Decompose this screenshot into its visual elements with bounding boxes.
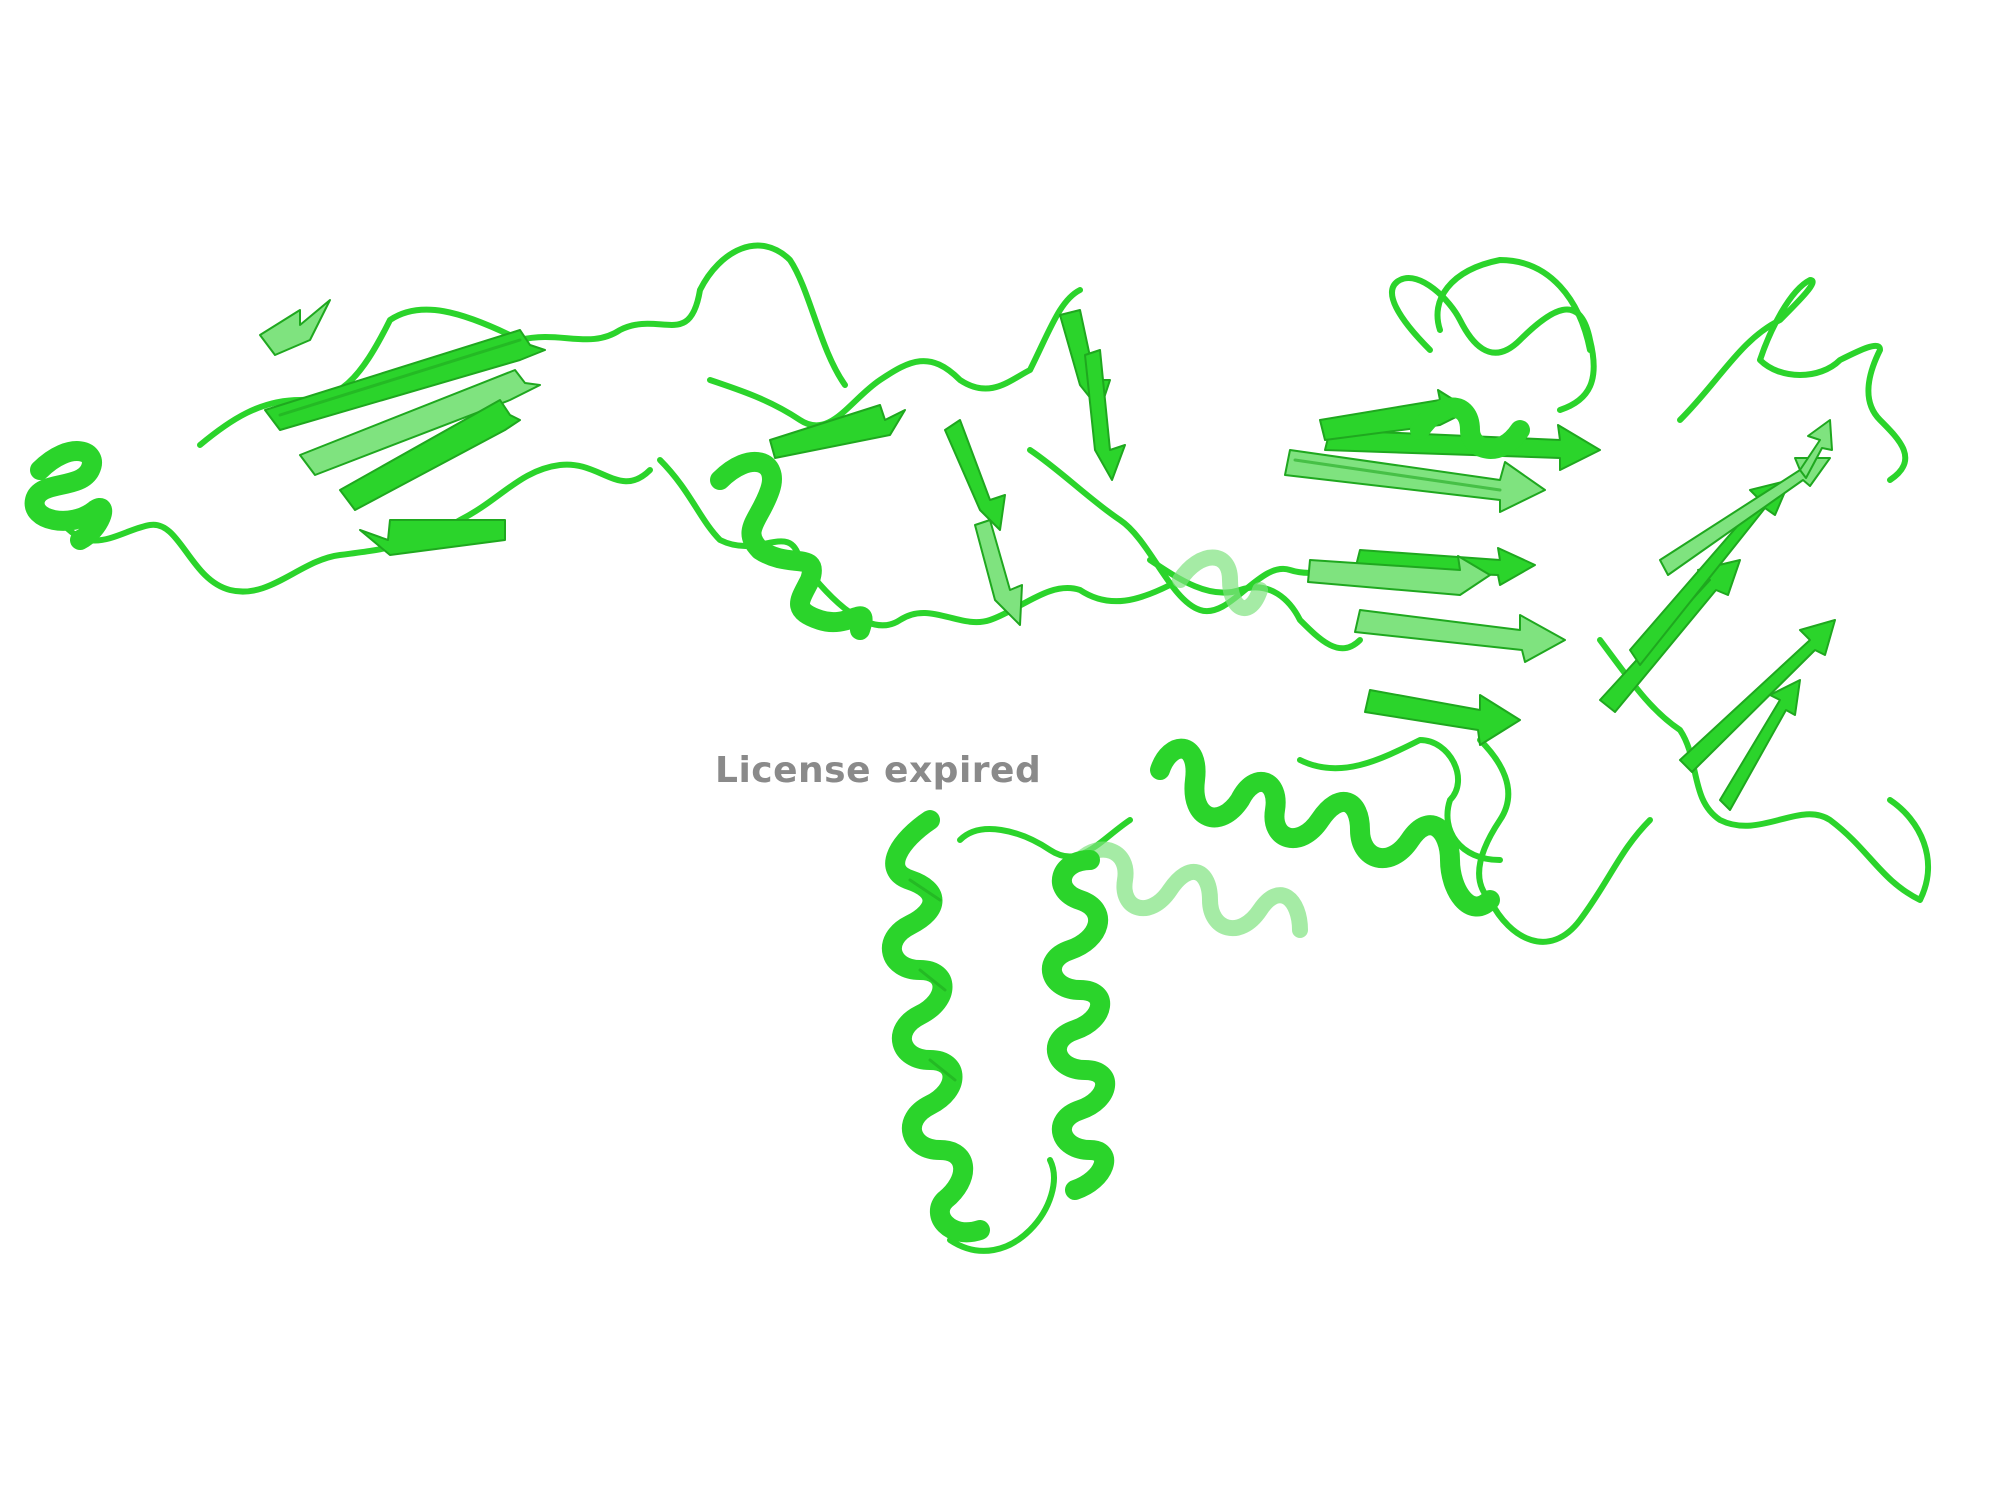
beta-strand-mid-1 xyxy=(769,404,906,459)
beta-strand-far-5 xyxy=(1719,679,1801,811)
highlight-strand-right xyxy=(1293,458,1502,492)
beta-strand-left-4 xyxy=(359,519,506,556)
helix-bundle-faint xyxy=(1072,841,1308,938)
beta-strand-right-2 xyxy=(1324,424,1601,471)
beta-strands xyxy=(259,299,1836,811)
loop-lower-bundle xyxy=(957,817,1133,860)
helix-bundle-vertical-left xyxy=(881,810,990,1243)
beta-strand-left-5 xyxy=(259,299,331,356)
loop-mid-lower xyxy=(657,457,1173,629)
beta-strand-mid-3 xyxy=(974,519,1023,626)
alpha-helices xyxy=(24,397,1530,1243)
beta-strand-left-3 xyxy=(339,399,521,511)
loop-right-lower xyxy=(1476,737,1653,945)
loop-far-right xyxy=(1677,277,1909,483)
helix-left-center xyxy=(710,452,873,640)
beta-strand-far-2 xyxy=(1629,479,1791,666)
helix-right-small xyxy=(1410,397,1530,459)
beta-strand-far-1 xyxy=(1599,559,1741,713)
license-expired-watermark: License expired xyxy=(715,750,1042,791)
helix-bundle-horizontal xyxy=(1150,738,1500,917)
helix-mid-faint xyxy=(1172,549,1268,616)
beta-strand-right-4 xyxy=(1354,609,1566,663)
loop-bottom xyxy=(947,1157,1057,1254)
ribbon-highlights xyxy=(278,338,1502,1082)
beta-strand-right-1 xyxy=(1284,449,1546,513)
loop-mid-top xyxy=(707,287,1083,429)
loop-right-top2 xyxy=(1434,257,1593,353)
helix-bundle-vertical-right xyxy=(1041,850,1115,1200)
loop-center-cross xyxy=(1147,557,1363,652)
highlight-strand-left xyxy=(278,338,522,417)
beta-strand-far-6 xyxy=(1799,419,1833,479)
beta-strand-left-2 xyxy=(299,369,541,476)
beta-strand-mid-2 xyxy=(944,419,1006,531)
beta-strand-right-7 xyxy=(1307,555,1491,596)
beta-strand-far-4 xyxy=(1679,619,1836,773)
beta-strand-far-3 xyxy=(1659,457,1831,576)
loop-left-domain xyxy=(57,461,653,595)
helix-n-terminal xyxy=(24,441,113,550)
beta-strand-mid-5 xyxy=(1084,349,1126,481)
loop-far-right-lower xyxy=(1597,637,1931,903)
loop-right-top xyxy=(1388,275,1597,413)
highlight-helix-vertical xyxy=(908,878,957,1082)
beta-strand-right-5 xyxy=(1364,689,1521,746)
